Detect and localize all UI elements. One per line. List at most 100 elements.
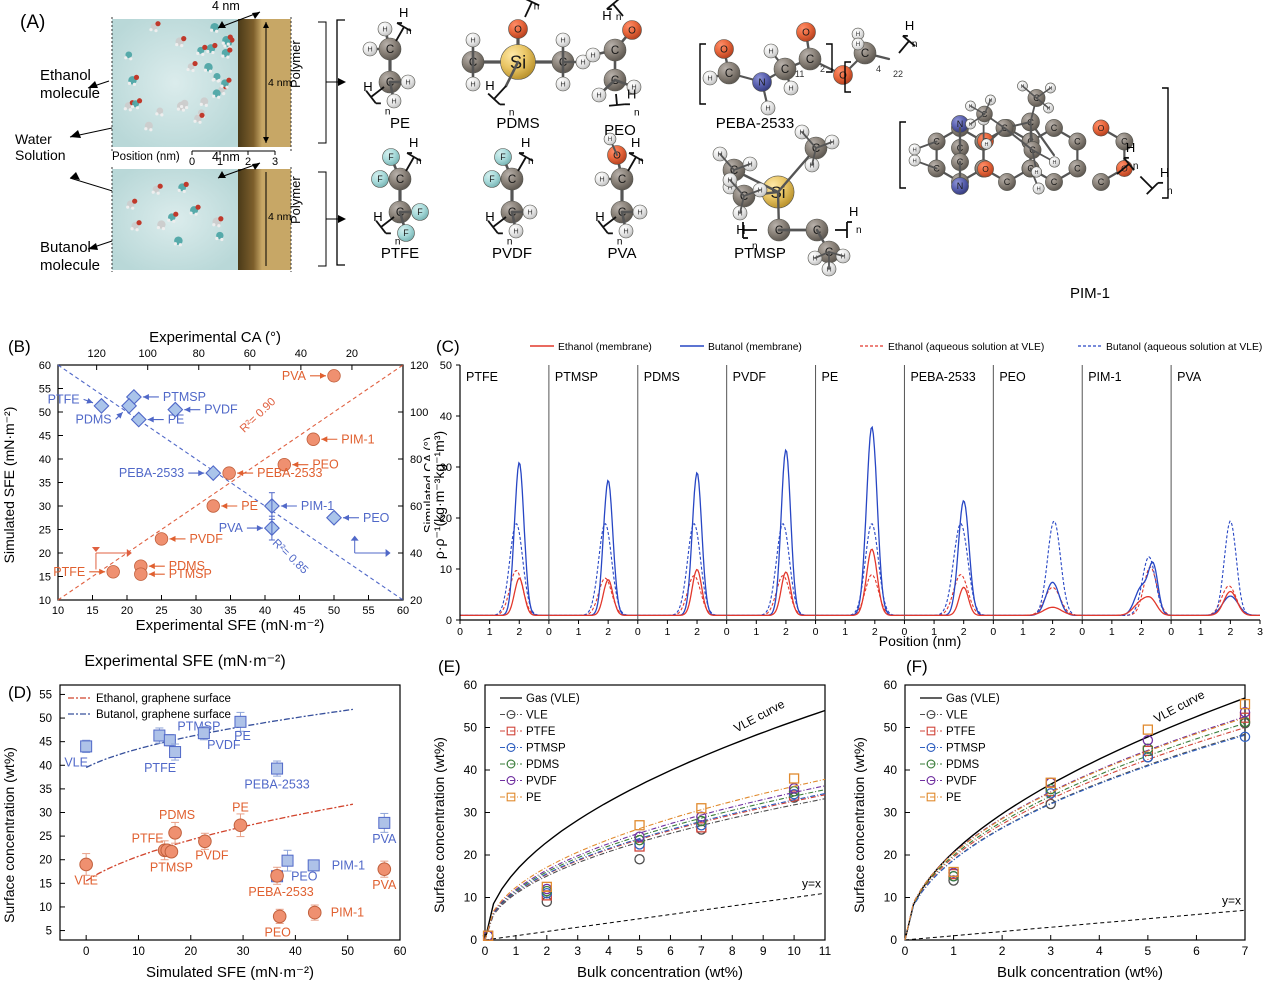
svg-text:40: 40: [410, 548, 422, 560]
svg-text:PTFE: PTFE: [526, 726, 556, 738]
svg-text:PEBA-2533: PEBA-2533: [119, 466, 184, 480]
svg-text:n: n: [634, 107, 640, 118]
svg-text:0: 0: [1168, 626, 1174, 638]
svg-text:F: F: [417, 207, 423, 217]
svg-text:30: 30: [190, 605, 202, 617]
svg-text:H: H: [912, 148, 916, 154]
svg-text:PDMS: PDMS: [76, 412, 112, 426]
svg-text:PIM-1: PIM-1: [1070, 285, 1110, 302]
svg-text:10: 10: [39, 902, 52, 914]
svg-text:H: H: [849, 204, 858, 219]
svg-text:Bulk concentration (wt%): Bulk concentration (wt%): [997, 964, 1163, 981]
svg-text:10: 10: [440, 564, 452, 576]
svg-text:PEBA-2533: PEBA-2533: [716, 115, 794, 132]
svg-text:10: 10: [39, 595, 51, 607]
svg-text:1: 1: [1020, 626, 1026, 638]
svg-text:20: 20: [410, 595, 422, 607]
svg-text:C: C: [861, 48, 869, 60]
svg-text:PVA: PVA: [372, 832, 397, 846]
svg-text:H: H: [470, 36, 475, 45]
svg-text:O: O: [982, 164, 989, 174]
svg-text:PE: PE: [168, 413, 185, 427]
svg-text:C: C: [508, 174, 516, 186]
svg-text:22: 22: [893, 69, 903, 79]
svg-text:35: 35: [39, 478, 51, 490]
svg-text:0: 0: [446, 615, 452, 627]
svg-text:PTFE: PTFE: [48, 392, 80, 406]
svg-text:C: C: [725, 68, 733, 80]
svg-text:4: 4: [605, 944, 612, 958]
svg-text:PDMS: PDMS: [159, 808, 195, 822]
svg-text:(D): (D): [8, 683, 32, 702]
svg-text:PVA: PVA: [372, 878, 397, 892]
svg-text:F: F: [489, 174, 495, 184]
svg-text:1: 1: [664, 626, 670, 638]
svg-text:PDMS: PDMS: [496, 115, 539, 132]
svg-text:20: 20: [184, 946, 197, 958]
svg-text:H: H: [599, 175, 604, 184]
svg-text:11: 11: [819, 944, 832, 958]
svg-text:PDMS: PDMS: [526, 759, 560, 771]
svg-text:0: 0: [635, 626, 641, 638]
svg-text:PVA: PVA: [608, 245, 637, 262]
svg-text:n: n: [534, 2, 540, 13]
svg-text:H: H: [373, 209, 382, 224]
svg-text:9: 9: [760, 944, 767, 958]
svg-text:PVA: PVA: [1177, 370, 1202, 384]
svg-text:50: 50: [328, 605, 340, 617]
svg-text:25: 25: [155, 605, 167, 617]
svg-text:10: 10: [464, 891, 478, 905]
svg-text:H: H: [1053, 160, 1057, 166]
svg-text:PVDF: PVDF: [946, 776, 977, 788]
svg-text:Solution: Solution: [15, 147, 66, 163]
svg-text:80: 80: [193, 348, 205, 360]
svg-text:15: 15: [86, 605, 98, 617]
svg-text:H: H: [521, 135, 530, 150]
svg-text:(C): (C): [436, 337, 460, 356]
svg-text:PTFE: PTFE: [381, 245, 419, 262]
svg-text:Butanol (membrane): Butanol (membrane): [708, 342, 802, 353]
svg-text:2: 2: [694, 626, 700, 638]
svg-text:20: 20: [39, 548, 51, 560]
svg-text:30: 30: [39, 501, 51, 513]
svg-text:PDMS: PDMS: [644, 370, 680, 384]
svg-text:PIM-1: PIM-1: [1088, 370, 1121, 384]
svg-text:C: C: [1074, 164, 1081, 174]
svg-text:0: 0: [470, 933, 477, 947]
svg-text:35: 35: [39, 784, 52, 796]
svg-text:60: 60: [244, 348, 256, 360]
svg-text:C: C: [1051, 177, 1058, 187]
svg-text:PIM-1: PIM-1: [332, 858, 365, 872]
svg-text:H: H: [1036, 187, 1040, 193]
svg-text:O: O: [720, 44, 728, 55]
svg-text:30: 30: [237, 946, 250, 958]
svg-text:7: 7: [1242, 944, 1249, 958]
svg-text:Ethanol (aqueous solution at V: Ethanol (aqueous solution at VLE): [888, 342, 1044, 353]
svg-text:Gas (VLE): Gas (VLE): [946, 693, 1000, 705]
svg-text:PVDF: PVDF: [733, 370, 767, 384]
svg-text:Polymer: Polymer: [288, 40, 303, 88]
svg-text:F: F: [403, 228, 409, 238]
svg-text:5: 5: [46, 926, 52, 938]
svg-text:PEBA-2533: PEBA-2533: [257, 466, 322, 480]
svg-text:H: H: [602, 8, 611, 23]
svg-text:PEO: PEO: [604, 122, 636, 139]
svg-text:2: 2: [605, 626, 611, 638]
svg-text:PE: PE: [822, 370, 839, 384]
svg-text:11: 11: [795, 69, 804, 79]
svg-text:H: H: [590, 51, 595, 60]
svg-text:F: F: [377, 174, 383, 184]
svg-text:Butanol (aqueous solution at V: Butanol (aqueous solution at VLE): [1106, 342, 1262, 353]
svg-text:2: 2: [1227, 626, 1233, 638]
svg-text:PE: PE: [390, 115, 410, 132]
svg-text:R²= 0.85: R²= 0.85: [270, 537, 310, 577]
svg-text:y=x: y=x: [1222, 893, 1241, 907]
svg-text:F: F: [500, 152, 506, 162]
svg-text:O: O: [802, 27, 810, 38]
svg-text:H: H: [595, 209, 604, 224]
svg-text:8: 8: [729, 944, 736, 958]
svg-text:30: 30: [464, 806, 478, 820]
svg-text:6: 6: [1193, 944, 1200, 958]
svg-text:PDMS: PDMS: [946, 759, 980, 771]
svg-text:C: C: [618, 174, 626, 186]
